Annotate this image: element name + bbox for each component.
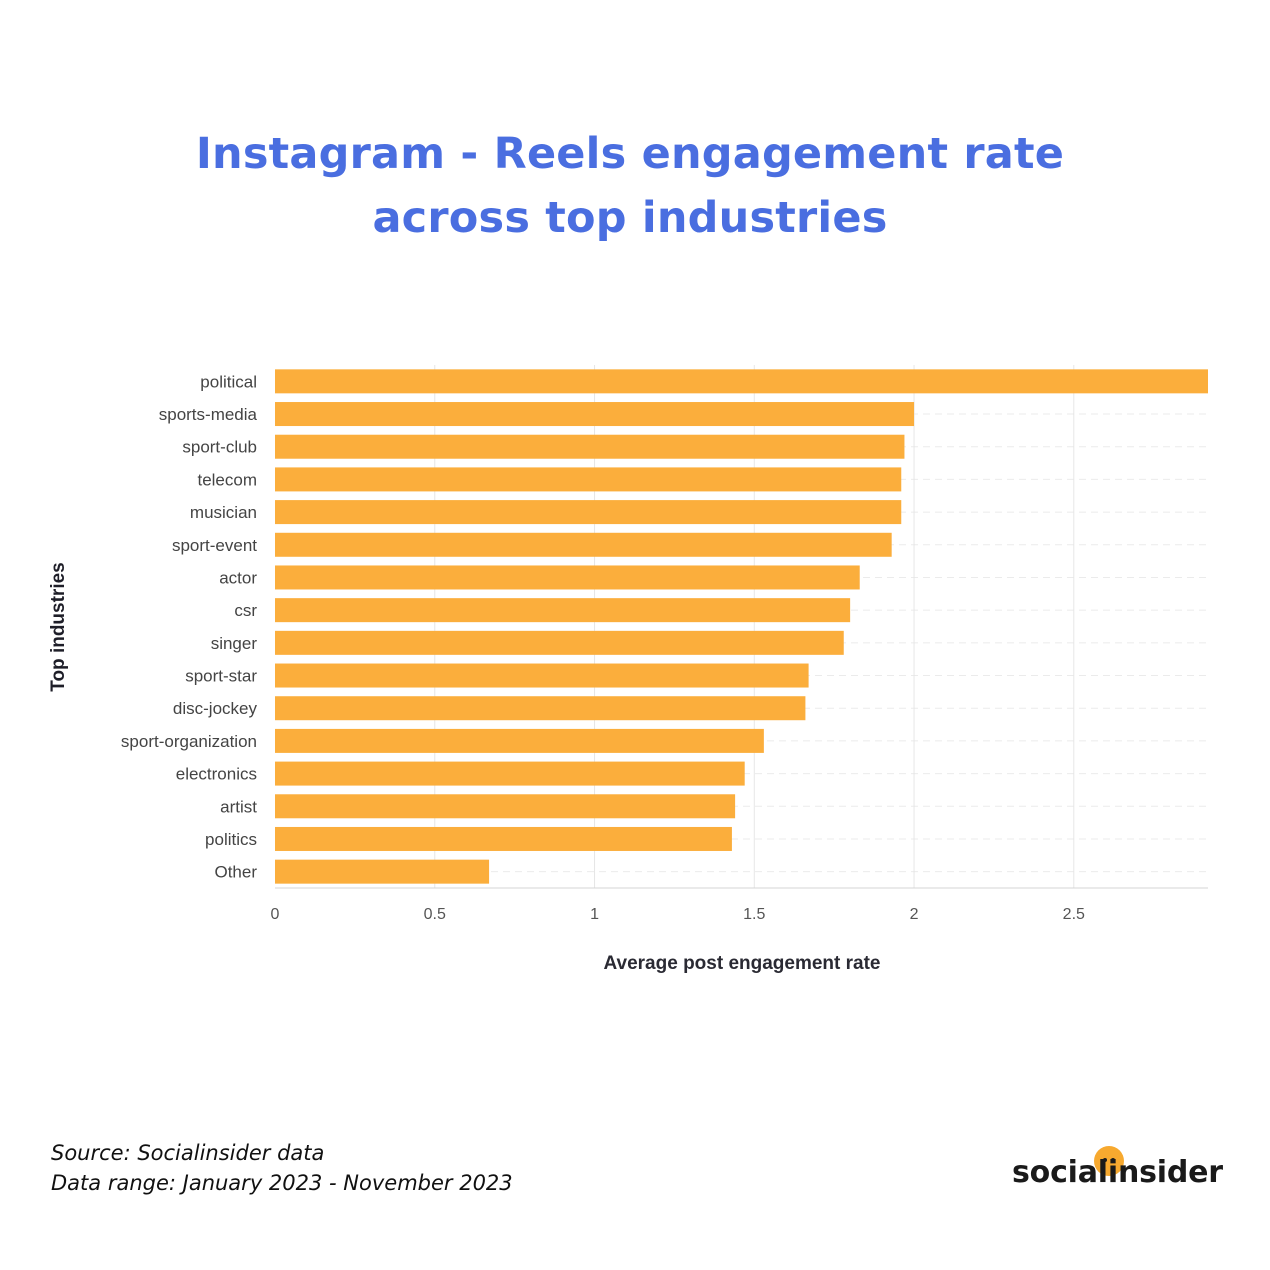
y-category-label: artist bbox=[220, 797, 257, 816]
x-tick-label: 0.5 bbox=[424, 906, 446, 923]
bar-other bbox=[275, 859, 490, 884]
bar-actor bbox=[275, 565, 860, 590]
bar-political bbox=[275, 369, 1208, 394]
footer-notes: Source: Socialinsider data Data range: J… bbox=[51, 1138, 513, 1198]
y-category-label: musician bbox=[190, 503, 257, 522]
y-category-label: csr bbox=[234, 601, 257, 620]
y-category-label: telecom bbox=[197, 470, 257, 489]
x-tick-label: 2 bbox=[910, 906, 919, 923]
bar-sports-media bbox=[275, 402, 915, 427]
y-category-label: political bbox=[200, 372, 257, 391]
y-category-label: sport-organization bbox=[121, 732, 257, 751]
y-category-label: disc-jockey bbox=[173, 699, 258, 718]
y-category-label: electronics bbox=[176, 765, 257, 784]
chart-title-line-1: Instagram - Reels engagement rate bbox=[195, 129, 1065, 179]
bar-disc-jockey bbox=[275, 696, 806, 721]
y-axis-title: Top industries bbox=[48, 562, 69, 692]
y-category-label: sports-media bbox=[159, 405, 258, 424]
bar-politics bbox=[275, 826, 732, 851]
y-category-label: actor bbox=[219, 568, 257, 587]
y-category-label: Other bbox=[214, 863, 257, 882]
brand-logo: socialinsider bbox=[1012, 1144, 1223, 1196]
x-tick-label: 1.5 bbox=[743, 906, 765, 923]
logo-text: socialinsider bbox=[1012, 1155, 1223, 1190]
x-axis-title: Average post engagement rate bbox=[603, 953, 881, 974]
date-range-note: Data range: January 2023 - November 2023 bbox=[51, 1171, 513, 1195]
y-category-label: sport-event bbox=[172, 536, 257, 555]
logo-face-icon bbox=[1094, 1146, 1124, 1176]
y-category-label: sport-star bbox=[185, 667, 257, 686]
bar-singer bbox=[275, 630, 844, 655]
bar-musician bbox=[275, 500, 902, 525]
chart-title-line-2: across top industries bbox=[372, 193, 888, 243]
y-category-label: politics bbox=[205, 830, 257, 849]
bar-sport-club bbox=[275, 434, 905, 459]
chart-title: Instagram - Reels engagement rate across… bbox=[100, 122, 1160, 250]
source-note: Source: Socialinsider data bbox=[51, 1141, 325, 1165]
bar-artist bbox=[275, 794, 736, 819]
bar-sport-star bbox=[275, 663, 809, 688]
bar-sport-organization bbox=[275, 728, 764, 753]
x-tick-label: 2.5 bbox=[1063, 906, 1085, 923]
bar-csr bbox=[275, 598, 851, 623]
y-category-label: sport-club bbox=[182, 438, 257, 457]
bar-electronics bbox=[275, 761, 745, 786]
bar-telecom bbox=[275, 467, 902, 492]
x-tick-label: 0 bbox=[271, 906, 280, 923]
bar-sport-event bbox=[275, 532, 892, 557]
x-tick-label: 1 bbox=[590, 906, 599, 923]
y-category-label: singer bbox=[211, 634, 258, 653]
